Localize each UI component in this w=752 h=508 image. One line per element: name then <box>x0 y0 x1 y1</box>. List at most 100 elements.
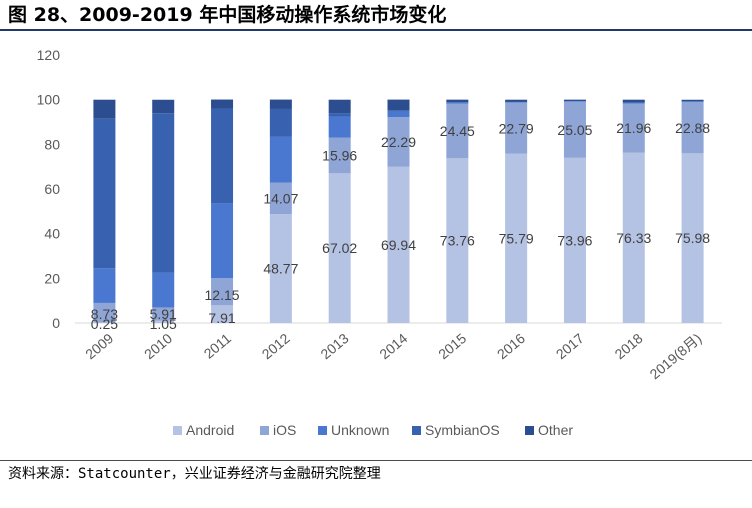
stacked-bar-chart: 0 20 40 60 80 100 120 0.258.73 1.055.91 7.91 12.1… <box>37 47 722 438</box>
bar-stack <box>505 99 528 323</box>
y-tick-label: 120 <box>37 47 61 63</box>
figure-title: 图 28、2009-2019 年中国移动操作系统市场变化 <box>8 4 447 26</box>
data-label-ios: 14.07 <box>263 190 298 206</box>
data-label-android: 1.05 <box>150 316 177 332</box>
data-labels: 0.258.73 1.055.91 7.91 12.15 48.77 14.07 67.02… <box>91 120 711 332</box>
bar-segment-android <box>563 157 586 323</box>
bar-stack <box>93 99 116 323</box>
data-label-ios: 8.73 <box>91 306 118 322</box>
legend-label: SymbianOS <box>425 422 500 438</box>
data-label-android: 69.94 <box>381 237 416 253</box>
bar-stacks <box>93 99 704 323</box>
data-label-ios: 21.96 <box>616 120 651 136</box>
data-label-android: 0.25 <box>91 316 118 332</box>
data-label-ios: 12.15 <box>205 287 240 303</box>
bar-segment-android <box>93 322 116 323</box>
footer-divider <box>0 460 752 461</box>
y-tick-label: 80 <box>44 136 60 152</box>
bar-segment-ios <box>328 137 351 174</box>
bar-segment-other <box>269 99 292 109</box>
legend-swatch-symbianos <box>412 426 421 435</box>
bar-segment-other <box>328 99 351 114</box>
data-label-android: 76.33 <box>616 230 651 246</box>
bar-segment-unknown <box>269 136 292 183</box>
x-tick-label: 2012 <box>259 330 293 362</box>
bar-segment-symbianos <box>387 110 410 112</box>
y-tick-label: 100 <box>37 92 61 108</box>
bar-segment-ios <box>505 102 528 154</box>
bar-segment-unknown <box>152 272 175 308</box>
x-tick-label: 2017 <box>553 330 587 362</box>
bar-segment-other <box>505 99 528 102</box>
bar-segment-ios <box>387 117 410 167</box>
bar-segment-android <box>328 173 351 323</box>
bar-segment-android <box>211 305 234 323</box>
x-tick-label: 2016 <box>494 330 528 362</box>
bar-stack <box>211 99 234 323</box>
bar-segment-other <box>446 99 469 103</box>
bar-segment-unknown <box>622 102 645 104</box>
bar-segment-other <box>93 99 116 119</box>
x-tick-label: 2014 <box>376 330 410 362</box>
bar-segment-unknown <box>681 101 704 103</box>
data-label-android: 73.76 <box>440 233 475 249</box>
data-label-ios: 22.29 <box>381 134 416 150</box>
bar-segment-symbianos <box>152 113 175 273</box>
bar-segment-other <box>152 99 175 114</box>
bar-segment-symbianos <box>93 118 116 269</box>
legend-swatch-android <box>173 426 182 435</box>
x-axis-ticks: 2009 2010 2011 2012 2013 2014 2015 2016 2017 2018… <box>82 330 704 382</box>
x-tick-label: 2015 <box>435 330 469 362</box>
bar-stack <box>681 99 704 323</box>
x-tick-label: 2010 <box>141 330 175 362</box>
bar-segment-other <box>681 99 704 102</box>
title-divider <box>0 29 752 31</box>
bar-segment-android <box>446 158 469 323</box>
data-label-android: 48.77 <box>263 261 298 277</box>
data-label-ios: 22.79 <box>499 120 534 136</box>
source-note: 资料来源：Statcounter，兴业证券经济与金融研究院整理 <box>8 466 381 482</box>
bar-segment-android <box>152 320 175 323</box>
y-tick-label: 0 <box>52 315 60 331</box>
bar-segment-ios <box>563 101 586 158</box>
bar-segment-ios <box>681 102 704 154</box>
bar-stack <box>328 99 351 323</box>
bar-segment-unknown <box>211 203 234 279</box>
legend-swatch-ios <box>260 426 269 435</box>
bar-segment-android <box>681 153 704 323</box>
bar-stack <box>152 99 175 323</box>
bar-segment-android <box>387 166 410 323</box>
data-label-ios: 22.88 <box>675 120 710 136</box>
bar-segment-android <box>505 153 528 323</box>
legend-swatch-unknown <box>318 426 327 435</box>
legend-label: Unknown <box>331 422 389 438</box>
bar-segment-ios <box>93 302 116 323</box>
data-label-ios: 25.05 <box>557 122 592 138</box>
data-label-ios: 5.91 <box>150 306 177 322</box>
bar-stack <box>622 99 645 323</box>
bar-stack <box>387 99 410 323</box>
data-label-android: 67.02 <box>322 240 357 256</box>
bar-segment-android <box>269 214 292 323</box>
legend-swatch-other <box>525 426 534 435</box>
y-axis-ticks: 0 20 40 60 80 100 120 <box>37 47 61 331</box>
bar-segment-unknown <box>563 101 586 102</box>
bar-segment-symbianos <box>211 108 234 204</box>
data-label-android: 75.98 <box>675 230 710 246</box>
x-tick-label: 2018 <box>612 330 646 362</box>
x-tick-label: 2013 <box>317 330 351 362</box>
data-label-android: 75.79 <box>499 230 534 246</box>
bar-segment-symbianos <box>269 108 292 137</box>
data-label-android: 7.91 <box>208 310 235 326</box>
bar-segment-android <box>622 152 645 323</box>
bar-segment-ios <box>446 103 469 159</box>
legend-label: iOS <box>273 422 296 438</box>
bar-segment-unknown <box>387 111 410 118</box>
bar-segment-other <box>563 99 586 101</box>
data-label-android: 73.96 <box>557 232 592 248</box>
data-label-ios: 24.45 <box>440 123 475 139</box>
bar-segment-other <box>387 99 410 111</box>
x-tick-label: 2009 <box>82 330 116 362</box>
bar-segment-unknown <box>505 102 528 103</box>
y-tick-label: 40 <box>44 226 60 242</box>
